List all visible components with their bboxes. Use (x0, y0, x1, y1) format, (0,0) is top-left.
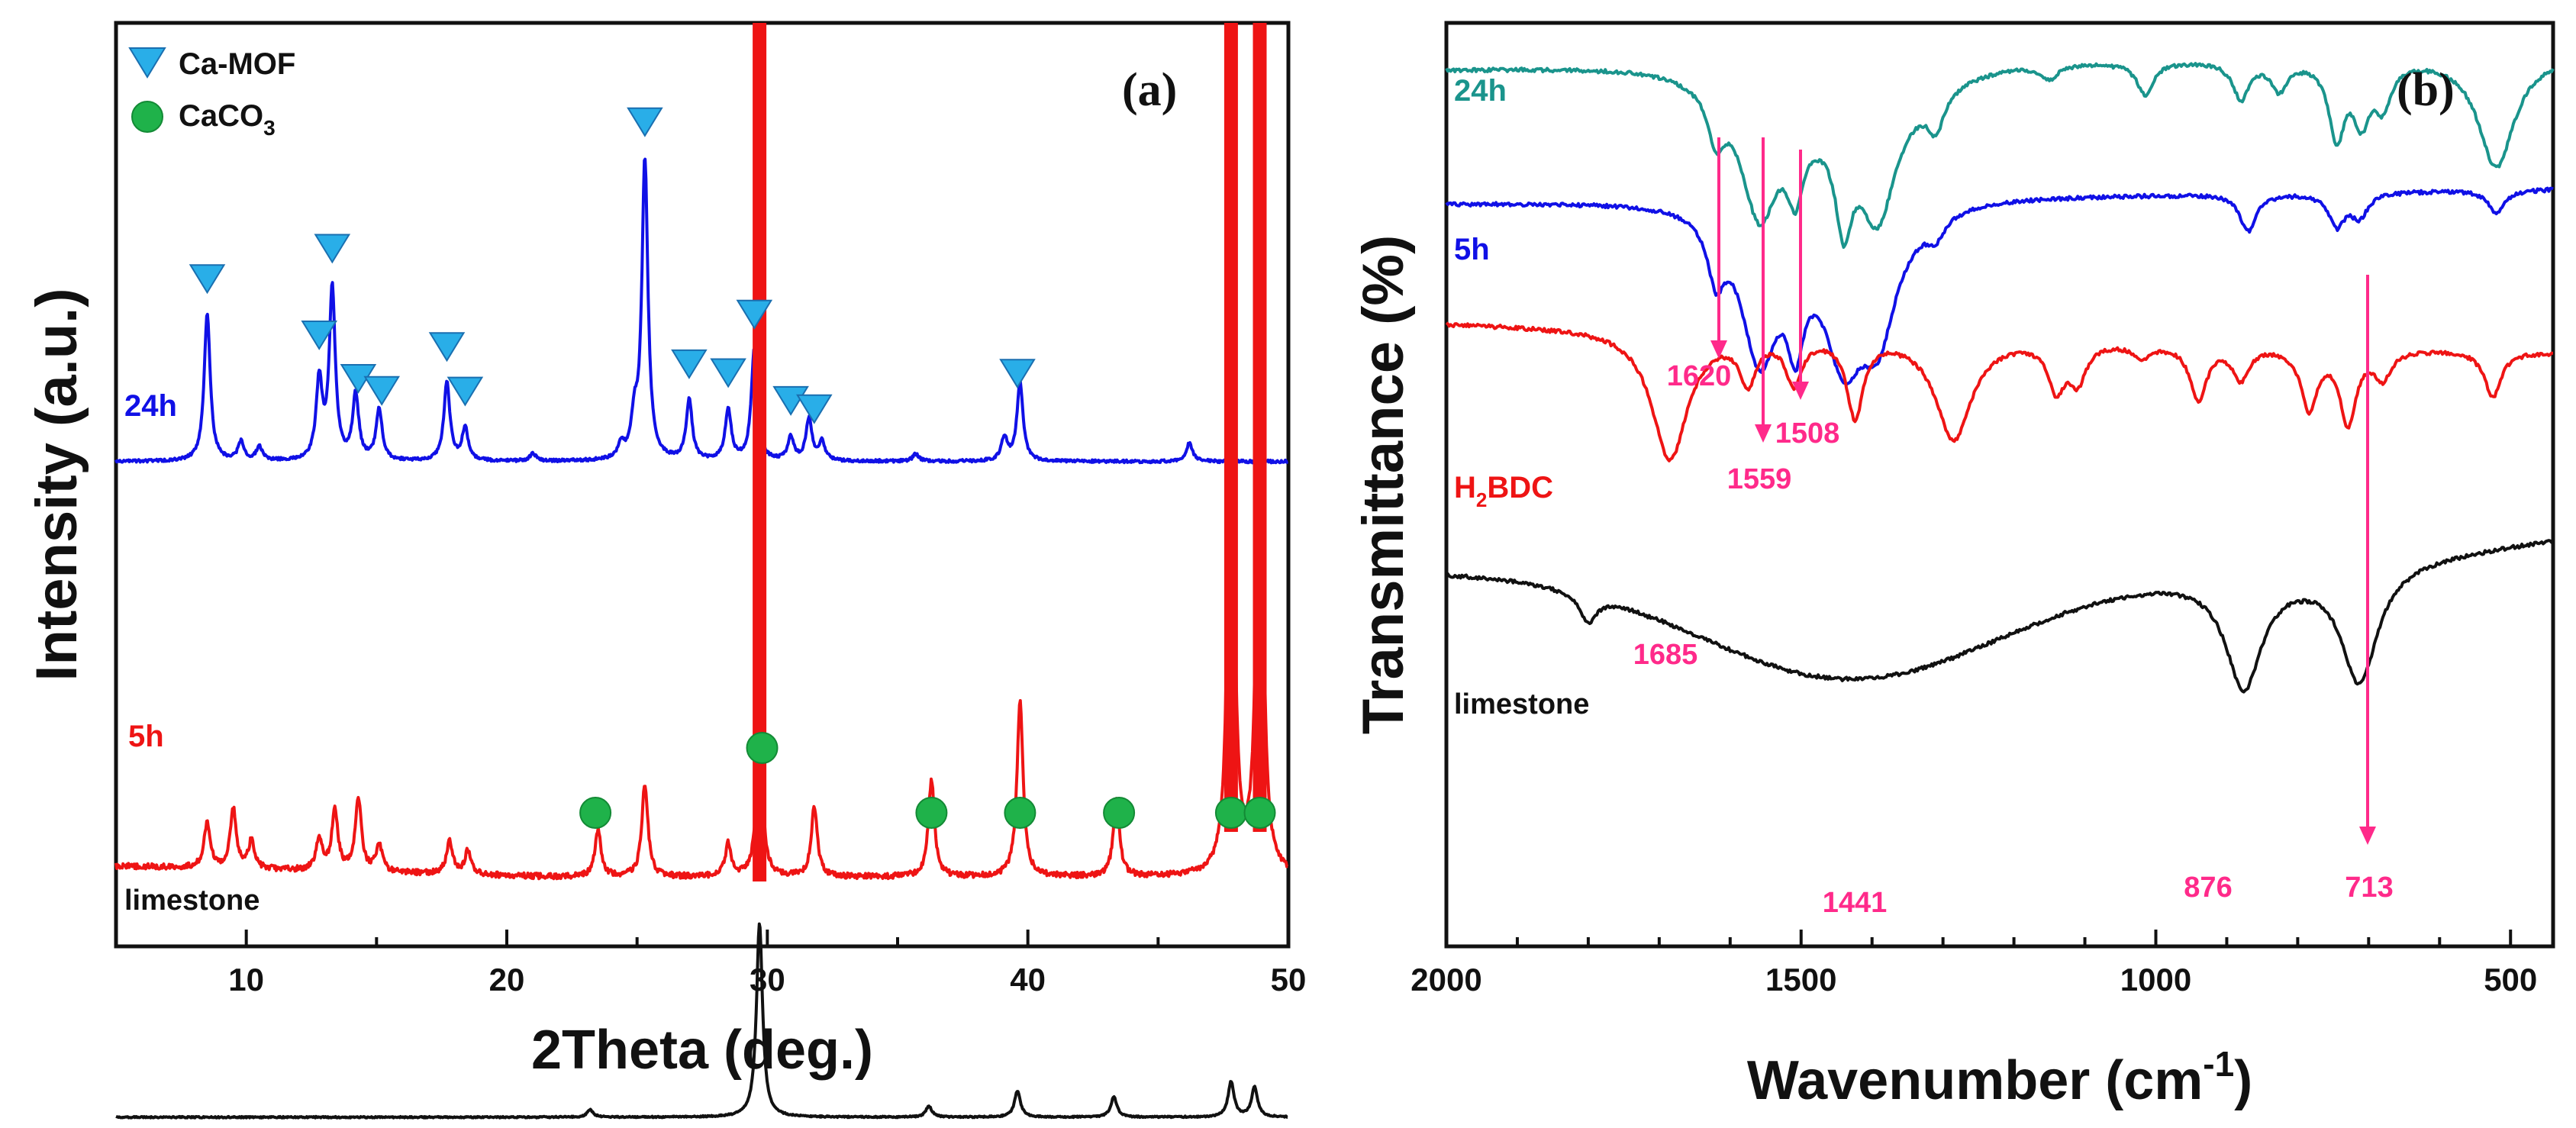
ca-mof-marker (710, 358, 746, 388)
series-curve-5h (114, 314, 1288, 881)
series-label-h2bdc: H2BDC (1454, 471, 1553, 511)
arrowhead-713 (2359, 827, 2376, 845)
series-label-24h: 24h (124, 389, 177, 423)
panel-b-y-axis-label: Transmittance (%) (1351, 235, 1416, 735)
ca-mof-marker (772, 385, 809, 416)
ca-mof-marker (671, 349, 708, 379)
ca-mof-marker (301, 321, 337, 350)
series-label-limestone-ftir: limestone (1454, 688, 1589, 720)
caco3-marker (1243, 797, 1276, 829)
panel-b-curves (1445, 62, 2555, 694)
caco3-marker (1214, 797, 1247, 829)
panel-a-legend: Ca-MOF CaCO3 (128, 47, 295, 140)
saturated-peak-48.9 (1253, 23, 1267, 832)
ftir-curve-limestone (1446, 539, 2554, 694)
ca-mof-marker (189, 264, 226, 295)
ca-mof-marker (627, 107, 663, 137)
ftir-curve-24h (1445, 62, 2555, 249)
caco3-marker (1103, 797, 1136, 829)
saturated-peak-47.8 (1224, 23, 1238, 832)
legend-caco3-marker (131, 101, 163, 133)
arrowhead-1620 (1710, 340, 1727, 359)
x-tick-label: 2000 (1411, 962, 1481, 997)
legend-caco3-label: CaCO3 (179, 99, 276, 140)
annotation-1559: 1559 (1727, 463, 1792, 495)
annotation-1685: 1685 (1633, 639, 1698, 671)
ca-mof-marker (796, 394, 833, 424)
series-label-limestone: limestone (124, 885, 260, 917)
caco3-marker (1004, 797, 1037, 829)
ca-mof-marker (428, 332, 466, 363)
legend-ca-mof-marker (128, 47, 166, 79)
series-label-5h: 5h (128, 720, 164, 753)
annotation-1620: 1620 (1667, 360, 1732, 392)
x-tick-label: 40 (1010, 962, 1046, 997)
saturated-peak-29.7 (753, 23, 767, 881)
panel-a-y-axis-label: Intensity (a.u.) (24, 288, 89, 681)
panel-a-x-axis: 10 20 30 40 50 (114, 930, 1307, 997)
caco3-marker (579, 797, 612, 829)
panel-a-tag: (a) (1122, 64, 1177, 116)
series-label-5h-ftir: 5h (1454, 233, 1490, 266)
panel-a-frame (114, 21, 1291, 949)
panel-b-frame (1444, 21, 2555, 949)
arrowhead-1508 (1792, 382, 1809, 400)
series-label-24h-ftir: 24h (1454, 74, 1507, 108)
series-curve-24h (114, 157, 1289, 465)
annotation-713: 713 (2345, 872, 2393, 904)
x-tick-label: 50 (1271, 962, 1307, 997)
series-curve-limestone (115, 922, 1288, 1120)
annotation-1441: 1441 (1823, 887, 1888, 919)
panel-a-xrd: 10 20 30 40 50 Ca-MOF CaCO3 (a) 24h 5h limes… (24, 21, 1307, 1120)
x-tick-label: 20 (489, 962, 525, 997)
panel-a-phase-markers (189, 107, 1276, 829)
annotation-1508: 1508 (1775, 417, 1840, 450)
panel-a-curves (114, 157, 1289, 1120)
panel-b-x-axis: 2000 1500 1000 500 (1411, 930, 2537, 997)
x-tick-label: 500 (2484, 962, 2537, 997)
panel-a-x-axis-label: 2Theta (deg.) (531, 1020, 873, 1081)
ca-mof-marker (999, 359, 1036, 389)
panel-b-tag: (b) (2397, 64, 2455, 116)
caco3-marker (746, 732, 779, 764)
panel-b-ftir: 2000 1500 1000 500 1620 1559 1508 1685 1441… (1351, 21, 2555, 1111)
x-tick-label: 1500 (1765, 962, 1836, 997)
annotation-876: 876 (2184, 872, 2232, 904)
ftir-curve-5h (1445, 186, 2554, 386)
panel-b-annotation-arrows (1710, 137, 2376, 845)
panel-b-x-axis-label: Wavenumber (cm-1) (1747, 1044, 2252, 1111)
caco3-marker (915, 797, 948, 829)
x-tick-label: 10 (228, 962, 264, 997)
x-tick-label: 30 (750, 962, 785, 997)
ca-mof-marker (447, 376, 484, 407)
panel-b-annotations: 1620 1559 1508 1685 1441 876 713 (1633, 360, 2394, 919)
panel-a-saturated-peaks (753, 23, 1267, 881)
ca-mof-marker (363, 375, 400, 406)
ca-mof-marker (314, 234, 351, 264)
arrowhead-1559 (1755, 424, 1772, 443)
ca-mof-marker (736, 299, 773, 330)
legend-ca-mof-label: Ca-MOF (179, 47, 295, 81)
ftir-curve-H2BDC (1445, 321, 2554, 462)
x-tick-label: 1000 (2120, 962, 2191, 997)
